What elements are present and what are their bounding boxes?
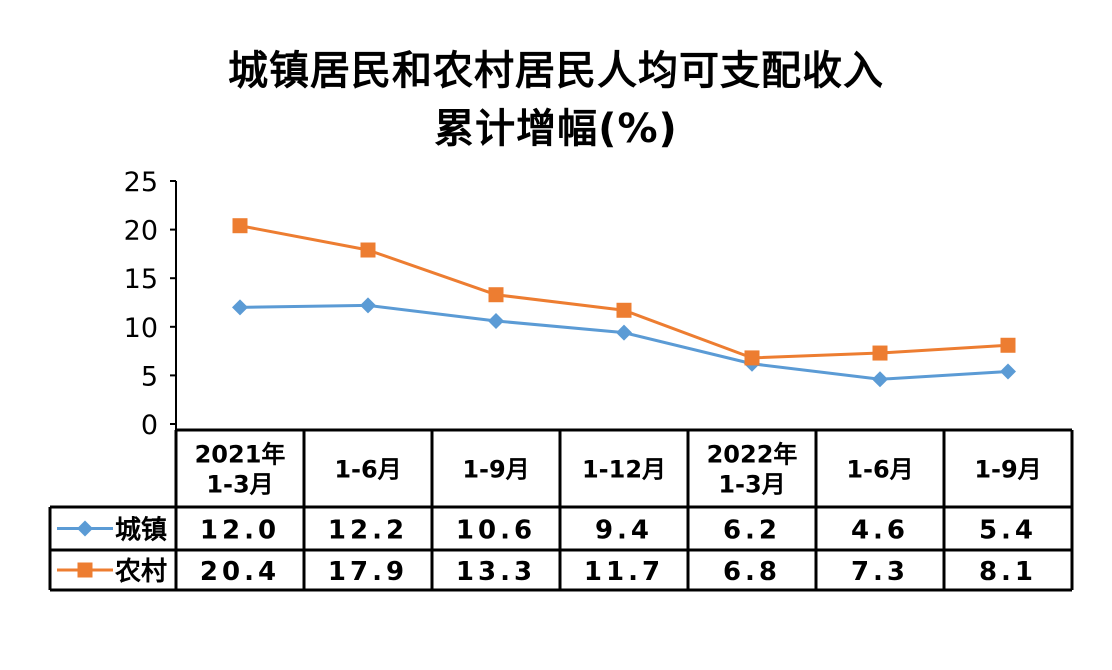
data-table-value: 4.6 xyxy=(851,516,909,546)
y-tick-label: 10 xyxy=(124,313,158,344)
legend-marker-1 xyxy=(77,562,93,578)
x-category-label: 1-3月 xyxy=(206,471,273,499)
y-tick-label: 0 xyxy=(141,410,158,441)
data-point-rural xyxy=(616,302,632,318)
data-point-rural xyxy=(1000,337,1016,353)
data-point-rural xyxy=(232,218,248,234)
x-category-label: 1-9月 xyxy=(462,456,529,484)
data-table-value: 8.1 xyxy=(979,557,1037,587)
series-layer xyxy=(232,218,1016,388)
x-category-label: 1-3月 xyxy=(718,471,785,499)
data-table-value: 6.8 xyxy=(723,557,781,587)
x-category-label: 1-9月 xyxy=(974,456,1041,484)
data-table-value: 13.3 xyxy=(456,557,536,587)
x-category-label: 2022年 xyxy=(707,441,798,469)
data-point-urban xyxy=(872,371,888,388)
data-table-value: 20.4 xyxy=(200,557,280,587)
data-point-urban xyxy=(616,324,632,341)
x-category-label: 1-6月 xyxy=(846,456,913,484)
data-table-value: 12.0 xyxy=(200,516,280,546)
data-table-value: 9.4 xyxy=(595,516,653,546)
x-category-label: 1-12月 xyxy=(582,456,666,484)
data-point-rural xyxy=(872,345,888,361)
y-tick-label: 20 xyxy=(124,216,158,247)
data-table-value: 7.3 xyxy=(851,557,909,587)
data-point-urban xyxy=(1000,363,1016,380)
y-tick-label: 25 xyxy=(124,167,158,198)
chart-title-line-1: 城镇居民和农村居民人均可支配收入 xyxy=(228,48,884,94)
data-point-rural xyxy=(488,287,504,303)
data-table-value: 17.9 xyxy=(328,557,408,587)
chart-title-line-2: 累计增幅(%) xyxy=(434,106,678,152)
data-table-value: 10.6 xyxy=(456,516,536,546)
data-point-urban xyxy=(360,297,376,314)
y-tick-label: 15 xyxy=(124,264,158,295)
legend-label: 农村 xyxy=(114,557,167,587)
data-point-rural xyxy=(744,350,760,366)
x-category-label: 1-6月 xyxy=(334,456,401,484)
y-tick-label: 5 xyxy=(141,361,158,392)
axis-layer: 0 5 10 15 20 25 xyxy=(124,167,177,441)
data-table-value: 11.7 xyxy=(584,557,664,587)
legend-label: 城镇 xyxy=(115,516,167,546)
data-point-rural xyxy=(360,242,376,258)
data-point-urban xyxy=(488,312,504,329)
data-table-value: 12.2 xyxy=(328,516,408,546)
data-table-value: 5.4 xyxy=(979,516,1037,546)
x-category-label: 2021年 xyxy=(195,441,286,469)
data-table-value: 6.2 xyxy=(723,516,781,546)
data-point-urban xyxy=(232,299,248,316)
legend-marker-0 xyxy=(77,520,93,537)
